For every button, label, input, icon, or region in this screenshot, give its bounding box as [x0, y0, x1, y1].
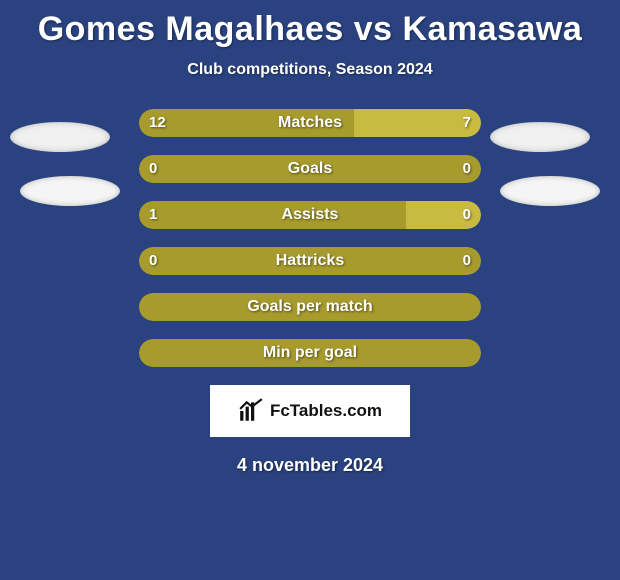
flag-left-icon: [10, 122, 110, 152]
bar-track: [139, 155, 481, 183]
flag-left-icon: [20, 176, 120, 206]
date-label: 4 november 2024: [0, 455, 620, 476]
bar-track: [139, 339, 481, 367]
source-badge-label: FcTables.com: [270, 401, 382, 421]
bar-track: [139, 201, 481, 229]
subtitle: Club competitions, Season 2024: [0, 61, 620, 79]
bar-left: [139, 339, 481, 367]
stat-row: Goals per match: [0, 293, 620, 321]
bar-track: [139, 293, 481, 321]
bar-right: [354, 109, 481, 137]
flag-right-icon: [500, 176, 600, 206]
page-title: Gomes Magalhaes vs Kamasawa: [0, 0, 620, 49]
flag-right-icon: [490, 122, 590, 152]
bar-left: [139, 293, 481, 321]
bar-track: [139, 247, 481, 275]
bar-track: [139, 109, 481, 137]
stat-row: Min per goal: [0, 339, 620, 367]
bar-left: [139, 247, 481, 275]
stat-row: Hattricks00: [0, 247, 620, 275]
bar-left: [139, 201, 406, 229]
bar-left: [139, 109, 354, 137]
source-badge: FcTables.com: [210, 385, 410, 437]
bar-right: [406, 201, 481, 229]
bar-left: [139, 155, 481, 183]
stat-row: Assists10: [0, 201, 620, 229]
chart-icon: [238, 398, 264, 424]
